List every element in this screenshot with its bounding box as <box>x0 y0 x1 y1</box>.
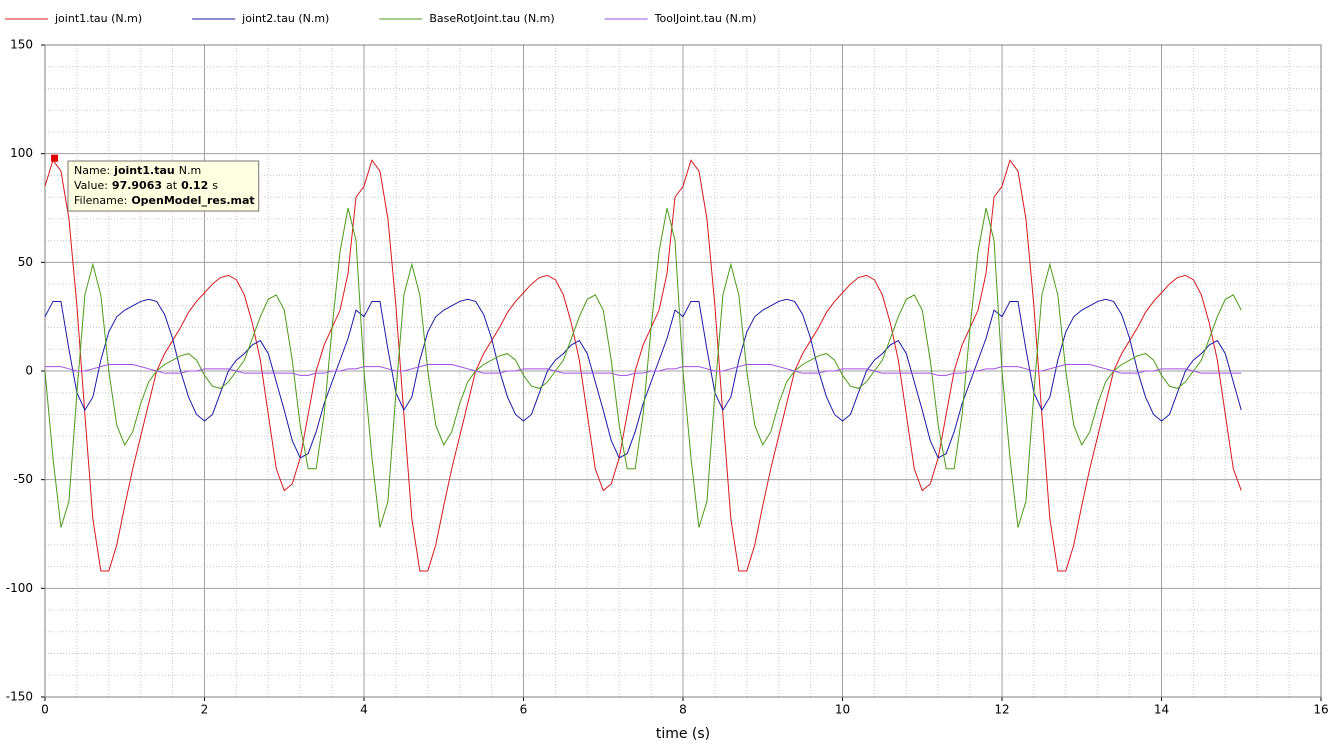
tooltip-row: Value: 97.9063 at 0.12 s <box>74 179 218 192</box>
y-tick-label: -150 <box>6 690 33 704</box>
tooltip-row: Name: joint1.tau N.m <box>74 164 201 177</box>
y-tick-label: 50 <box>18 255 33 269</box>
legend-label: joint1.tau (N.m) <box>54 12 142 25</box>
y-tick-label: -50 <box>13 472 33 486</box>
legend-label: BaseRotJoint.tau (N.m) <box>429 12 554 25</box>
y-tick-label: -100 <box>6 581 33 595</box>
tooltip: Name: joint1.tau N.m Value: 97.9063 at 0.12 s Fi… <box>67 160 260 212</box>
legend-label: joint2.tau (N.m) <box>241 12 329 25</box>
x-tick-label: 8 <box>679 703 687 717</box>
tooltip-text: Filename: <box>74 194 127 207</box>
y-tick-label: 0 <box>25 364 33 378</box>
tooltip-text: joint1.tau <box>113 164 175 177</box>
tooltip-text: s <box>212 179 218 192</box>
x-tick-label: 4 <box>360 703 368 717</box>
tooltip-marker <box>51 154 59 162</box>
series-line <box>44 159 1242 572</box>
tooltip-text: 97.9063 <box>112 179 162 192</box>
tooltip-text: at <box>166 179 178 192</box>
x-tick-label: 12 <box>994 703 1009 717</box>
series-line <box>45 363 1242 376</box>
y-tick-label: 100 <box>10 146 33 160</box>
tooltip-row: Filename: OpenModel_res.mat <box>74 194 255 207</box>
tooltip-text: Name: <box>74 164 110 177</box>
x-tick-label: 6 <box>520 703 528 717</box>
tooltip-text: Value: <box>74 179 108 192</box>
tooltip-text: 0.12 <box>181 179 208 192</box>
legend-label: ToolJoint.tau (N.m) <box>654 12 757 25</box>
x-tick-label: 10 <box>835 703 850 717</box>
x-axis-label: time (s) <box>656 726 710 742</box>
tooltip-text: OpenModel_res.mat <box>131 194 254 207</box>
tooltip-text: N.m <box>179 164 201 177</box>
series-line <box>44 207 1242 528</box>
x-tick-label: 2 <box>201 703 209 717</box>
tooltip-box <box>67 160 260 212</box>
x-tick-label: 0 <box>41 703 49 717</box>
series-line <box>44 298 1242 459</box>
y-tick-label: 150 <box>10 38 33 52</box>
x-tick-label: 16 <box>1313 703 1328 717</box>
x-tick-label: 14 <box>1154 703 1169 717</box>
